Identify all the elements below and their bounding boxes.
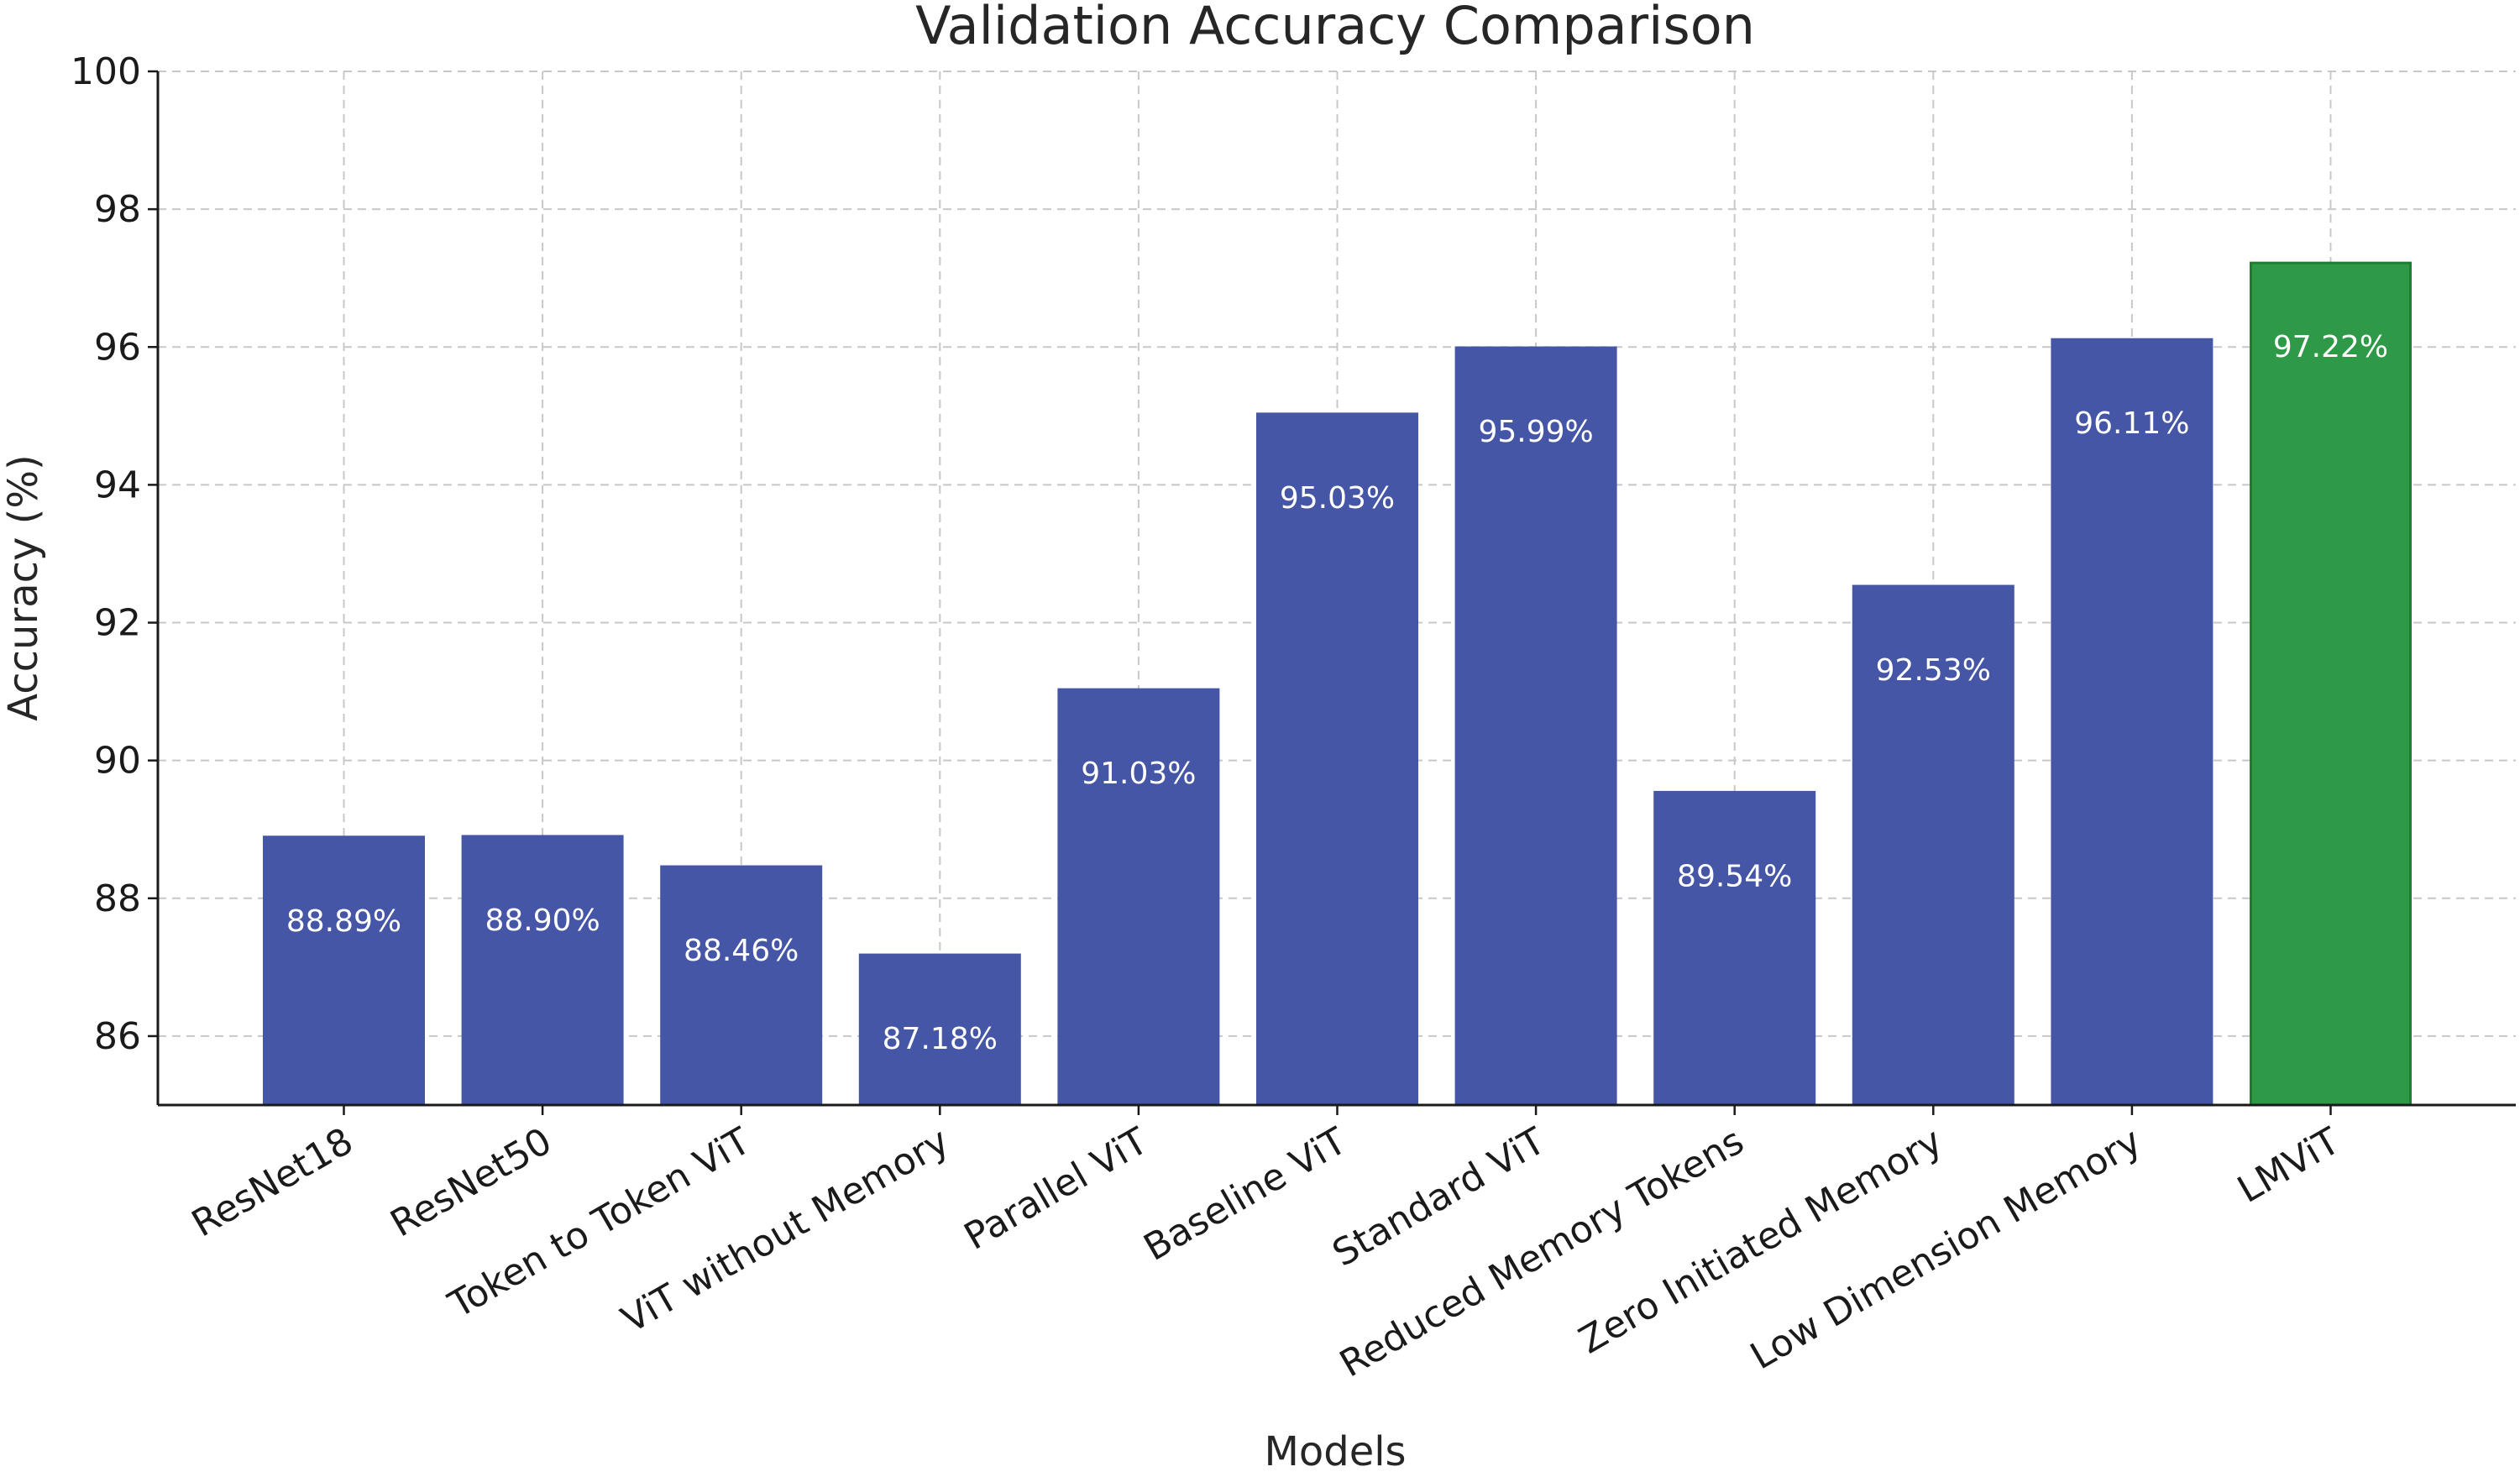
y-tick-label: 100: [71, 50, 141, 93]
chart-title: Validation Accuracy Comparison: [915, 0, 1755, 56]
bar: [858, 953, 1021, 1107]
bar-data-label: 89.54%: [1677, 859, 1792, 893]
bar: [263, 835, 425, 1107]
bar-data-label: 95.99%: [1478, 415, 1593, 449]
x-tick-label: ResNet50: [384, 1119, 559, 1245]
x-tick-label: ResNet18: [185, 1119, 360, 1245]
y-tick-label: 98: [94, 188, 141, 231]
x-tick-label: ViT without Memory: [615, 1119, 956, 1341]
bar-data-label: 96.11%: [2074, 406, 2189, 441]
bar: [1653, 790, 1816, 1107]
bars: 88.89% 88.90% 88.46% 87.18% 91.03% 95.03% 95.9…: [263, 261, 2412, 1107]
y-tick-label: 92: [94, 602, 141, 645]
bar: [1454, 346, 1617, 1107]
x-axis-label: Models: [1264, 1428, 1406, 1473]
bar-data-label: 88.89%: [286, 904, 401, 939]
bar: [461, 835, 624, 1107]
bar-data-label: 91.03%: [1081, 757, 1196, 791]
bar: [1852, 584, 2014, 1107]
bar: [2250, 261, 2412, 1107]
x-tick-label: Baseline ViT: [1137, 1119, 1354, 1270]
bar-data-label: 92.53%: [1876, 653, 1991, 688]
bar: [2051, 338, 2214, 1107]
bar-data-label: 88.90%: [485, 903, 600, 938]
y-axis-label: Accuracy (%): [0, 454, 47, 720]
bar-data-label: 97.22%: [2273, 330, 2388, 364]
y-tick-label: 88: [94, 877, 141, 920]
bar-data-label: 88.46%: [684, 934, 799, 968]
bar-data-label: 95.03%: [1280, 481, 1395, 516]
y-ticks: 86 88 90 92 94 96 98 100: [71, 50, 158, 1058]
y-tick-label: 94: [94, 464, 141, 506]
y-tick-label: 90: [94, 740, 141, 783]
x-tick-label: Zero Initiated Memory: [1572, 1119, 1950, 1362]
bar-data-label: 87.18%: [883, 1022, 998, 1056]
bar: [1256, 412, 1418, 1107]
x-tick-label: Parallel ViT: [957, 1119, 1155, 1258]
y-tick-label: 96: [94, 326, 141, 369]
y-tick-label: 86: [94, 1015, 141, 1058]
bar: [660, 865, 823, 1107]
x-tick-label: LMViT: [2230, 1119, 2347, 1212]
bar: [1057, 688, 1220, 1107]
